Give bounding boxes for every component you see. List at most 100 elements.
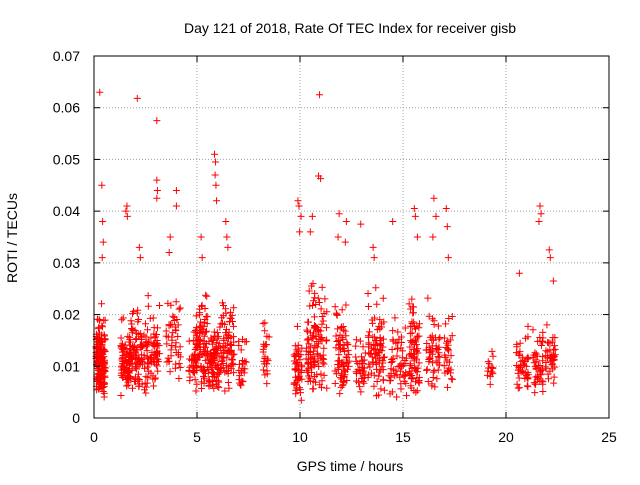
data-point: [213, 372, 221, 380]
data-point: [309, 385, 317, 393]
data-point: [228, 355, 236, 363]
data-point: [186, 377, 194, 385]
data-point: [119, 314, 127, 322]
data-point: [165, 249, 173, 257]
data-point: [394, 338, 402, 346]
data-point: [370, 254, 378, 262]
data-point: [208, 358, 216, 366]
data-point: [230, 304, 238, 312]
data-point: [134, 370, 142, 378]
data-point: [316, 299, 324, 307]
data-point: [203, 320, 211, 328]
data-point: [126, 338, 134, 346]
data-point: [123, 382, 131, 390]
data-point: [399, 347, 407, 355]
data-point: [151, 375, 159, 383]
data-point: [410, 205, 418, 213]
data-point: [95, 329, 103, 337]
data-point: [212, 158, 220, 166]
data-point: [545, 246, 553, 254]
data-point: [550, 346, 558, 354]
data-point: [224, 243, 232, 251]
data-point: [143, 352, 151, 360]
data-point: [150, 382, 158, 390]
data-point: [373, 377, 381, 385]
data-point: [368, 344, 376, 352]
data-point: [414, 345, 422, 353]
data-point: [215, 378, 223, 386]
data-point: [331, 379, 339, 387]
data-point: [308, 212, 316, 220]
data-point: [392, 367, 400, 375]
data-point: [549, 357, 557, 365]
data-point: [100, 332, 108, 340]
data-point: [221, 368, 229, 376]
data-point: [98, 361, 106, 369]
data-point: [129, 384, 137, 392]
data-point: [315, 340, 323, 348]
data-point: [408, 295, 416, 303]
data-point: [229, 361, 237, 369]
data-point: [389, 327, 397, 335]
data-point: [448, 332, 456, 340]
plot-frame: [93, 55, 610, 419]
data-point: [293, 322, 301, 330]
data-point: [263, 332, 271, 340]
data-point: [524, 333, 532, 341]
data-point: [259, 366, 267, 374]
data-point: [436, 353, 444, 361]
data-point: [235, 376, 243, 384]
data-point: [98, 382, 106, 390]
data-point: [307, 329, 315, 337]
data-point: [315, 362, 323, 370]
data-point: [530, 379, 538, 387]
data-point: [365, 328, 373, 336]
data-point: [336, 390, 344, 398]
data-point: [536, 334, 544, 342]
data-point: [486, 380, 494, 388]
data-point: [168, 321, 176, 329]
data-point: [123, 212, 131, 220]
data-point: [532, 358, 540, 366]
data-point: [127, 317, 135, 325]
data-point: [200, 332, 208, 340]
data-point: [380, 318, 388, 326]
data-point: [376, 316, 384, 324]
data-point: [236, 379, 244, 387]
data-point: [357, 388, 365, 396]
data-point: [205, 338, 213, 346]
data-point: [201, 339, 209, 347]
data-point: [426, 354, 434, 362]
data-point: [484, 371, 492, 379]
data-point: [341, 367, 349, 375]
data-point: [413, 368, 421, 376]
data-point: [305, 318, 313, 326]
data-point: [423, 339, 431, 347]
data-point: [446, 369, 454, 377]
data-point: [321, 295, 329, 303]
data-point: [136, 341, 144, 349]
data-point: [123, 202, 131, 210]
data-point: [313, 350, 321, 358]
data-point: [532, 365, 540, 373]
data-point: [318, 312, 326, 320]
data-point: [341, 327, 349, 335]
data-point: [202, 291, 210, 299]
data-point: [337, 346, 345, 354]
data-point: [129, 327, 137, 335]
data-point: [333, 310, 341, 318]
data-point: [391, 314, 399, 322]
data-point: [230, 322, 238, 330]
data-point: [176, 363, 184, 371]
data-point: [176, 304, 184, 312]
data-point: [413, 233, 421, 241]
data-point: [447, 375, 455, 383]
data-point: [546, 367, 554, 375]
data-point: [393, 371, 401, 379]
data-point: [211, 171, 219, 179]
data-point: [546, 254, 554, 262]
data-point: [371, 333, 379, 341]
data-point: [370, 382, 378, 390]
tick-labels: 0 5 10 15 20 25 0 0.01 0.02 0.03 0.04 0.05 0.06 0.07: [53, 48, 617, 445]
